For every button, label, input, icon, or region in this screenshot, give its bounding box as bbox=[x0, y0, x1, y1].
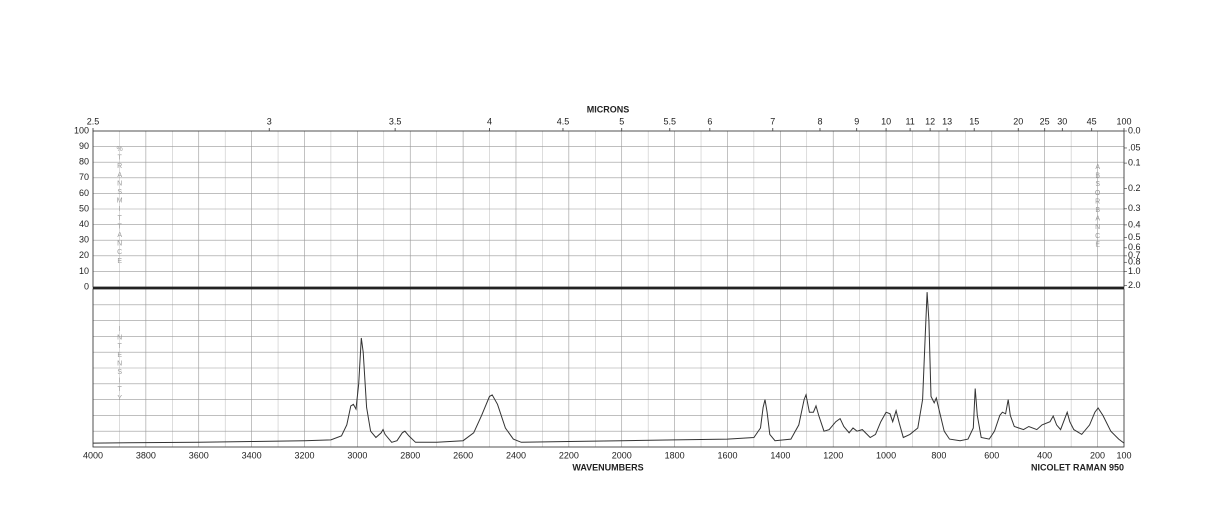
y-tick-label: 40 bbox=[79, 219, 89, 229]
x-tick-label: 400 bbox=[1037, 450, 1052, 460]
y-tick-label: 30 bbox=[79, 235, 89, 245]
absorbance-tick-label: 0.4 bbox=[1128, 219, 1141, 229]
absorbance-tick-label: 0.8 bbox=[1128, 257, 1141, 267]
y-tick-label: 50 bbox=[79, 203, 89, 213]
absorbance-tick-label: 1.0 bbox=[1128, 266, 1141, 276]
x-tick-label: 2200 bbox=[559, 450, 579, 460]
spectrum bbox=[92, 292, 1125, 444]
x-tick-label: 3800 bbox=[136, 450, 156, 460]
x-tick-label: 800 bbox=[931, 450, 946, 460]
x-axis-label: WAVENUMBERS bbox=[572, 462, 643, 472]
micron-tick-label: 5 bbox=[619, 116, 624, 126]
x-tick-label: 3000 bbox=[347, 450, 367, 460]
y-tick-label: 0 bbox=[84, 281, 89, 291]
micron-tick-label: 8 bbox=[817, 116, 822, 126]
x-tick-label: 600 bbox=[984, 450, 999, 460]
micron-tick-label: 3.5 bbox=[389, 116, 402, 126]
x-tick-label: 2600 bbox=[453, 450, 473, 460]
micron-tick-label: 30 bbox=[1057, 116, 1067, 126]
absorbance-tick-label: 0.6 bbox=[1128, 242, 1141, 252]
instrument-label: NICOLET RAMAN 950 bbox=[1031, 462, 1124, 472]
top-axis-label: MICRONS bbox=[587, 104, 630, 114]
micron-tick-label: 45 bbox=[1087, 116, 1097, 126]
micron-tick-label: 4 bbox=[487, 116, 492, 126]
x-tick-label: 2400 bbox=[506, 450, 526, 460]
micron-tick-label: 12 bbox=[925, 116, 935, 126]
x-tick-label: 3400 bbox=[242, 450, 262, 460]
absorbance-tick-label: .05 bbox=[1128, 142, 1141, 152]
micron-tick-label: 100 bbox=[1116, 116, 1131, 126]
x-tick-label: 200 bbox=[1090, 450, 1105, 460]
y-tick-label: 80 bbox=[79, 157, 89, 167]
micron-tick-label: 9 bbox=[854, 116, 859, 126]
absorbance-tick-label: 0.3 bbox=[1128, 203, 1141, 213]
x-tick-label: 100 bbox=[1116, 450, 1131, 460]
x-tick-label: 2000 bbox=[612, 450, 632, 460]
x-tick-label: 1200 bbox=[823, 450, 843, 460]
absorbance-tick-label: 2.0 bbox=[1128, 280, 1141, 290]
x-tick-label: 4000 bbox=[83, 450, 103, 460]
x-tick-label: 1600 bbox=[717, 450, 737, 460]
micron-tick-label: 13 bbox=[942, 116, 952, 126]
micron-tick-label: 11 bbox=[905, 116, 914, 126]
y-tick-label: 70 bbox=[79, 172, 89, 182]
micron-tick-label: 15 bbox=[969, 116, 979, 126]
absorbance-tick-label: 0.2 bbox=[1128, 183, 1141, 193]
absorbance-tick-label: 0.0 bbox=[1128, 125, 1141, 135]
micron-tick-label: 4.5 bbox=[557, 116, 570, 126]
y-tick-label: 10 bbox=[79, 266, 89, 276]
micron-tick-label: 25 bbox=[1040, 116, 1050, 126]
y-tick-label: 100 bbox=[74, 125, 89, 135]
x-tick-label: 1800 bbox=[665, 450, 685, 460]
y-tick-label: 20 bbox=[79, 250, 89, 260]
micron-tick-label: 5.5 bbox=[664, 116, 677, 126]
x-tick-label: 3600 bbox=[189, 450, 209, 460]
y-tick-label: 90 bbox=[79, 141, 89, 151]
x-tick-label: 2800 bbox=[400, 450, 420, 460]
absorbance-tick-label: 0.1 bbox=[1128, 157, 1141, 167]
micron-tick-label: 10 bbox=[881, 116, 891, 126]
x-tick-label: 1400 bbox=[770, 450, 790, 460]
micron-tick-label: 7 bbox=[770, 116, 775, 126]
x-tick-label: 3200 bbox=[294, 450, 314, 460]
y-tick-label: 60 bbox=[79, 188, 89, 198]
micron-tick-label: 3 bbox=[267, 116, 272, 126]
x-tick-label: 1000 bbox=[876, 450, 896, 460]
micron-tick-label: 20 bbox=[1013, 116, 1023, 126]
micron-tick-label: 2.5 bbox=[87, 116, 100, 126]
micron-tick-label: 6 bbox=[707, 116, 712, 126]
absorbance-tick-label: 0.5 bbox=[1128, 232, 1141, 242]
absorbance-tick-label: 0.7 bbox=[1128, 250, 1141, 260]
